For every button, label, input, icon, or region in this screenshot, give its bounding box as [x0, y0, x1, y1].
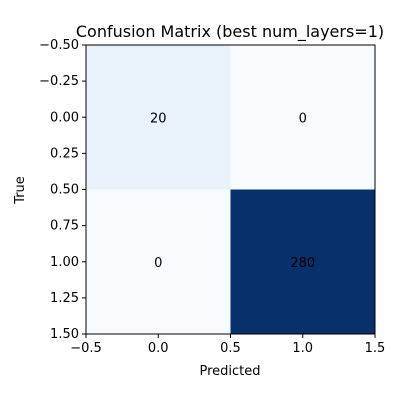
cell-value-0-1: 0: [299, 111, 307, 126]
x-axis-ticks: −0.5 0.0 0.5 1.0 1.5: [70, 334, 385, 356]
chart-title: Confusion Matrix (best num_layers=1): [76, 22, 384, 42]
y-tick-label: 1.25: [50, 291, 79, 306]
y-tick-label: 0.50: [50, 183, 79, 198]
x-tick-label: −0.5: [70, 341, 102, 356]
y-tick-label: 0.00: [50, 110, 79, 125]
x-tick-label: 0.5: [220, 341, 241, 356]
x-tick-label: 0.0: [148, 341, 169, 356]
x-axis-label: Predicted: [199, 364, 260, 379]
y-tick-label: 1.00: [50, 255, 79, 270]
cell-value-0-0: 20: [150, 111, 167, 126]
y-tick-label: 0.25: [50, 146, 79, 161]
y-tick-label: 1.50: [50, 327, 79, 342]
heatmap-cells: [86, 45, 375, 334]
x-tick-label: 1.5: [365, 341, 386, 356]
y-axis-label: True: [13, 176, 28, 205]
cell-value-1-1: 280: [290, 256, 315, 271]
x-tick-label: 1.0: [292, 341, 313, 356]
y-axis-ticks: −0.50 −0.25 0.00 0.25 0.50 0.75 1.00 1.25 1.50: [39, 38, 86, 342]
y-tick-label: −0.25: [39, 74, 79, 89]
cell-value-1-0: 0: [154, 256, 162, 271]
y-tick-label: −0.50: [39, 38, 79, 53]
y-tick-label: 0.75: [50, 219, 79, 234]
